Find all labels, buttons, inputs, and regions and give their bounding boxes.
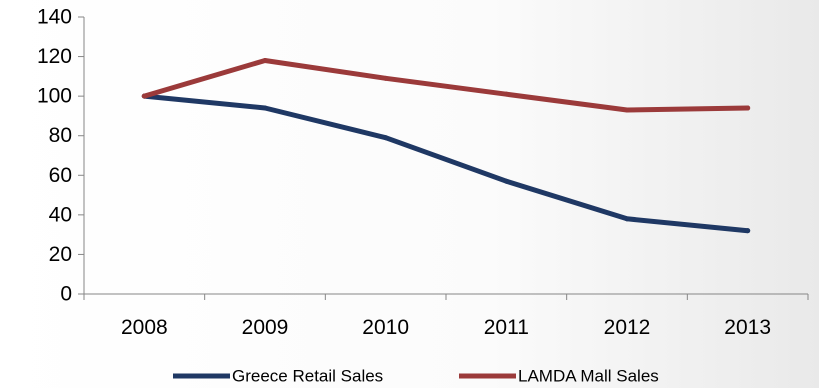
series-line-0 bbox=[141, 93, 751, 234]
y-tick-label: 40 bbox=[49, 203, 72, 226]
x-tick-label: 2009 bbox=[242, 316, 289, 339]
data-point bbox=[624, 216, 630, 222]
series-lines bbox=[141, 58, 751, 234]
y-tick-label: 100 bbox=[37, 85, 72, 108]
data-point bbox=[624, 107, 630, 113]
axes bbox=[83, 17, 808, 295]
y-tick-label: 80 bbox=[49, 124, 72, 147]
x-tick-label: 2011 bbox=[484, 316, 529, 339]
data-point bbox=[383, 135, 389, 141]
legend: Greece Retail Sales LAMDA Mall Sales bbox=[173, 367, 659, 386]
data-point bbox=[503, 178, 509, 184]
data-point bbox=[745, 105, 751, 111]
data-point bbox=[262, 58, 268, 64]
data-point bbox=[383, 75, 389, 81]
x-tick-label: 2013 bbox=[724, 316, 771, 339]
data-point bbox=[262, 105, 268, 111]
legend-label: Greece Retail Sales bbox=[232, 367, 383, 386]
data-point bbox=[745, 228, 751, 234]
series-line-1 bbox=[141, 58, 751, 113]
y-tick-label: 140 bbox=[37, 6, 72, 29]
x-axis-ticks: 2008 2009 2010 2011 2012 2013 bbox=[83, 294, 809, 339]
y-axis-ticks: 0 20 40 60 80 100 120 140 bbox=[37, 6, 84, 306]
y-tick-label: 120 bbox=[37, 45, 72, 68]
data-point bbox=[503, 91, 509, 97]
legend-label: LAMDA Mall Sales bbox=[518, 367, 659, 386]
y-tick-label: 20 bbox=[49, 243, 72, 266]
y-tick-label: 0 bbox=[60, 283, 72, 306]
y-tick-label: 60 bbox=[49, 164, 72, 187]
x-tick-label: 2008 bbox=[121, 316, 168, 339]
x-tick-label: 2010 bbox=[362, 316, 409, 339]
x-tick-label: 2012 bbox=[604, 316, 651, 339]
data-point bbox=[141, 93, 147, 99]
